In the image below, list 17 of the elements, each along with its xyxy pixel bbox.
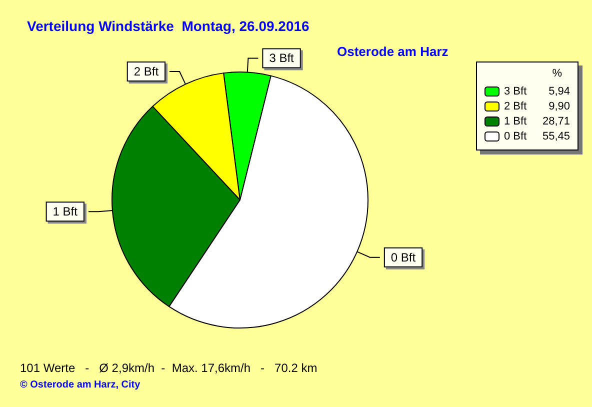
chart-subtitle: Osterode am Harz (337, 44, 449, 59)
slice-label: 0 Bft (390, 250, 416, 264)
text: © Osterode am Harz, City (20, 380, 141, 390)
slice-label: 2 Bft (134, 64, 160, 79)
legend-label: 1 Bft (504, 116, 527, 128)
data-label: 9,90 (548, 100, 570, 112)
slice-label: 1 Bft (52, 204, 78, 219)
chart-title: Verteilung Windstärke Montag, 26.09.2016 (27, 18, 310, 34)
legend-title: % (552, 68, 562, 80)
legend-label: 0 Bft (504, 130, 527, 142)
slice-label: 3 Bft (269, 51, 295, 66)
data-label: 55,45 (542, 130, 570, 142)
legend-label: 2 Bft (504, 100, 527, 112)
data-label: 28,71 (542, 116, 570, 128)
data-label: 5,94 (548, 86, 570, 98)
legend-label: 3 Bft (504, 86, 527, 98)
text: 101 Werte - Ø 2,9km/h - Max. 17,6km/h - 70.2 km (20, 361, 318, 375)
